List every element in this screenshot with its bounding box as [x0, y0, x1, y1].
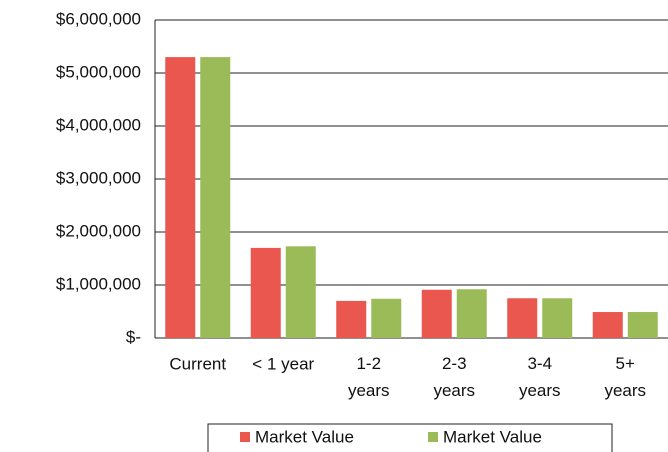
bar [627, 312, 658, 338]
bar [285, 246, 316, 338]
legend-label: Market Value [255, 427, 354, 446]
legend-label: Market Value [443, 427, 542, 446]
x-tick-label: 1-2 years [348, 354, 390, 400]
legend-swatch [428, 432, 438, 442]
bar [336, 300, 367, 338]
bar [542, 298, 573, 338]
bar [421, 289, 452, 338]
x-tick-label: 5+ years [604, 354, 646, 400]
x-tick-label: 3-4 years [519, 354, 561, 400]
legend-swatch [240, 432, 250, 442]
x-tick-label: Current [169, 354, 226, 373]
y-tick-label: $- [126, 327, 141, 346]
bar [250, 247, 281, 338]
bar [371, 298, 402, 338]
y-tick-label: $6,000,000 [56, 9, 141, 28]
y-tick-label: $3,000,000 [56, 168, 141, 187]
bar [456, 289, 487, 338]
legend-box [207, 423, 613, 452]
bar [200, 57, 231, 338]
y-tick-label: $5,000,000 [56, 62, 141, 81]
y-tick-label: $2,000,000 [56, 221, 141, 240]
y-tick-label: $4,000,000 [56, 115, 141, 134]
bar [507, 298, 538, 338]
x-tick-label: < 1 year [252, 354, 314, 373]
bar [165, 57, 196, 338]
x-tick-label: 2-3 years [433, 354, 475, 400]
bar [592, 312, 623, 338]
y-tick-label: $1,000,000 [56, 274, 141, 293]
